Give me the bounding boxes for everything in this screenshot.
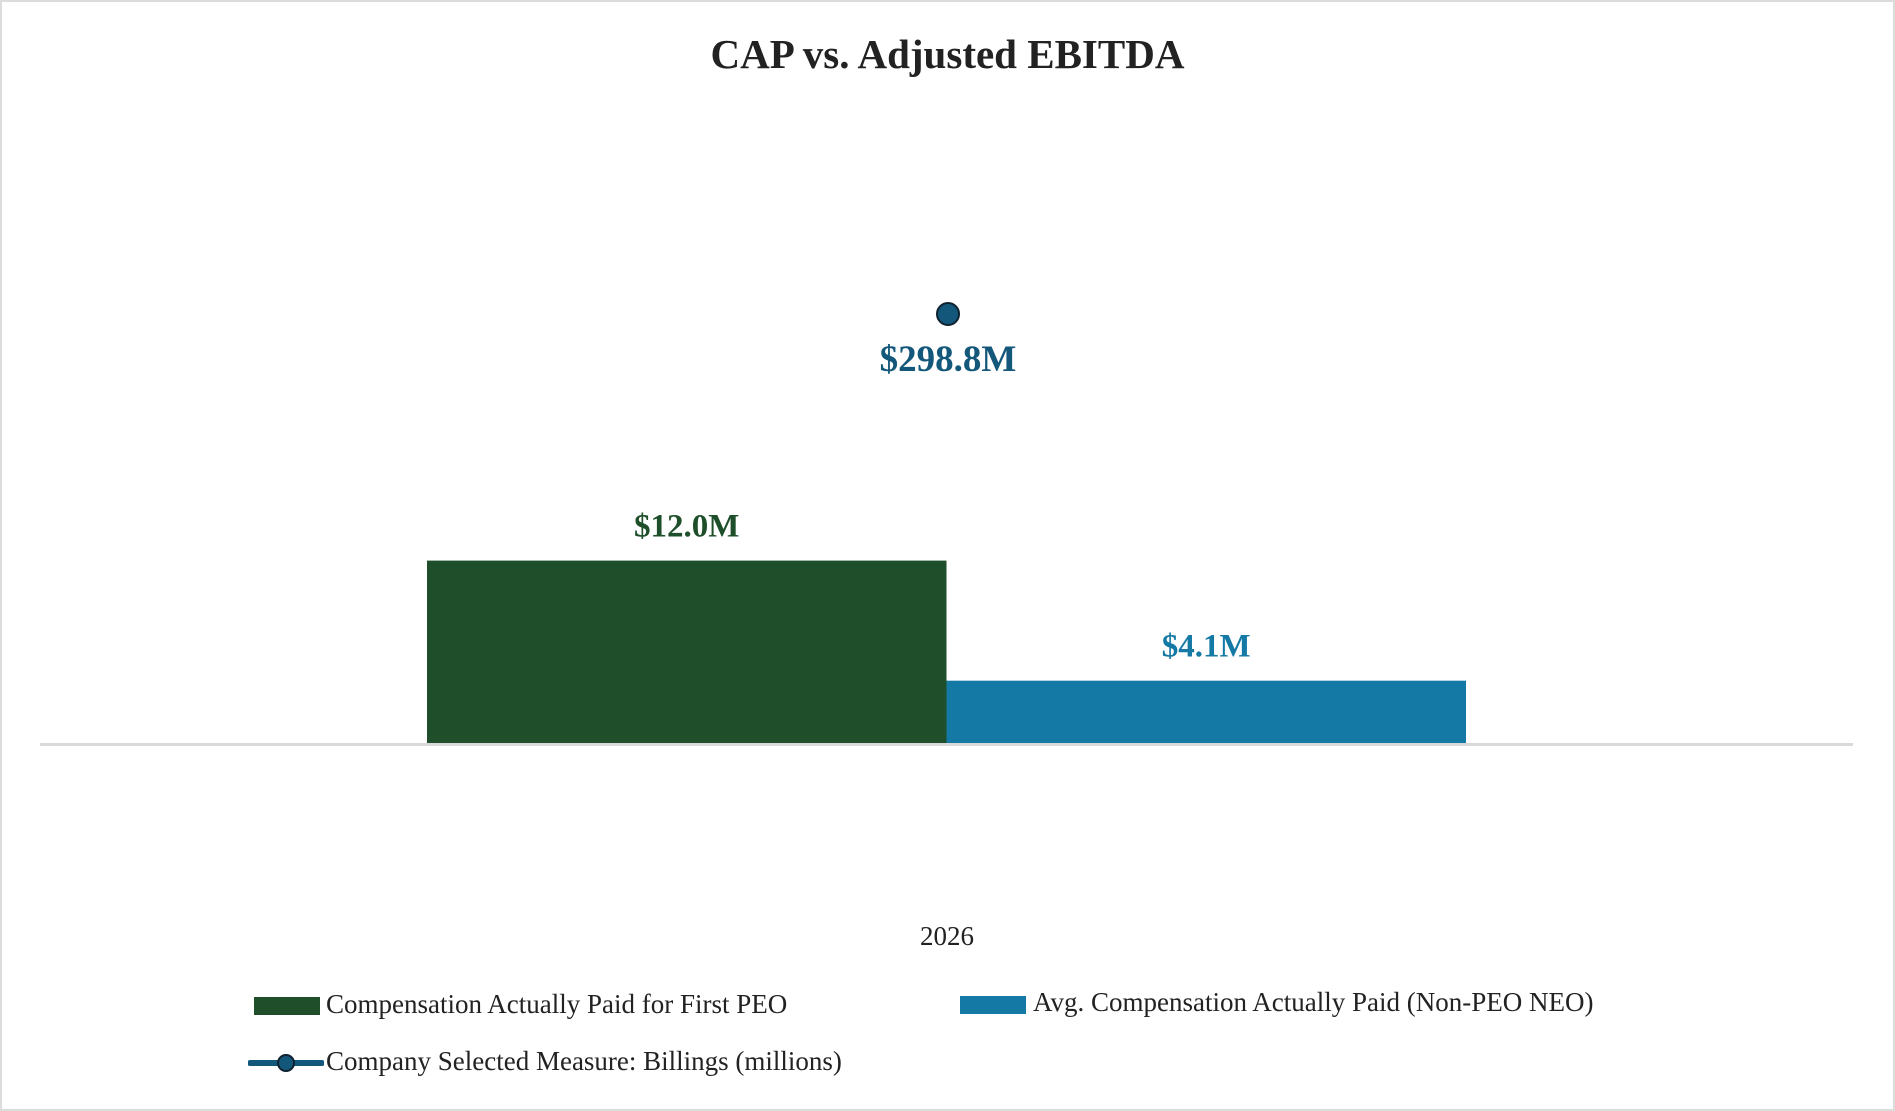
legend-swatch-non-peo-neo [960, 996, 1026, 1014]
data-label-non-peo-neo: $4.1M [1162, 629, 1251, 665]
bar-first-peo-2026 [427, 560, 947, 743]
chart-title: CAP vs. Adjusted EBITDA [710, 31, 1185, 77]
data-label-first-peo: $12.0M [634, 509, 739, 545]
legend-label-first-peo: Compensation Actually Paid for First PEO [326, 989, 788, 1019]
legend-swatch-billings [248, 1054, 324, 1072]
legend-label-non-peo-neo: Avg. Compensation Actually Paid (Non-PEO… [1033, 987, 1594, 1017]
x-tick-label-2026: 2026 [920, 921, 974, 951]
bar-non-peo-neo-2026 [946, 680, 1466, 743]
point-billings-2026 [936, 302, 960, 326]
legend-label-billings: Company Selected Measure: Billings (mill… [326, 1046, 842, 1076]
data-label-billings: $298.8M [880, 339, 1017, 380]
legend-swatch-first-peo [254, 997, 320, 1015]
